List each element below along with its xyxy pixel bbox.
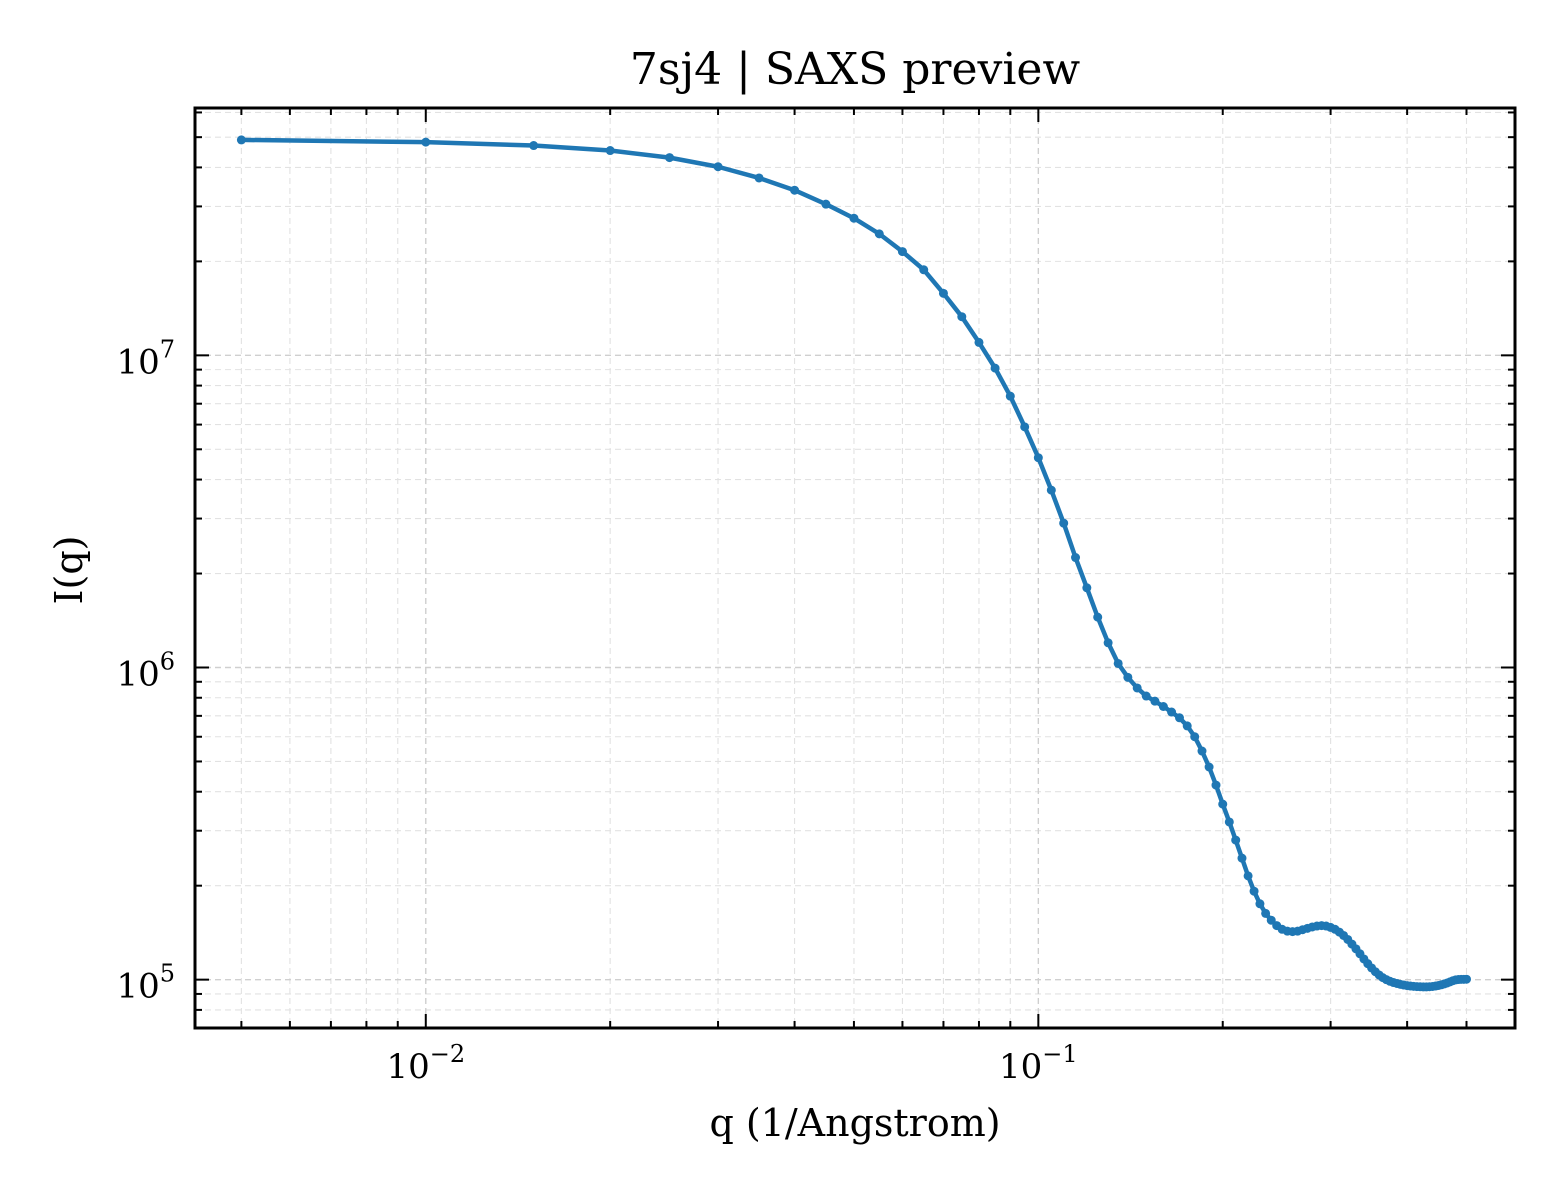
data-point [849, 213, 859, 223]
data-point [1211, 780, 1221, 790]
series-layer [236, 135, 1471, 992]
data-point [1123, 672, 1133, 682]
data-point [1046, 485, 1056, 495]
data-point [1261, 908, 1271, 918]
data-point [1237, 853, 1247, 863]
data-point [938, 288, 948, 298]
data-point [1141, 691, 1151, 701]
data-point [754, 173, 764, 183]
data-point [236, 135, 246, 145]
y-tick-label: 106 [116, 647, 175, 694]
data-point [529, 141, 539, 151]
data-point [1132, 683, 1142, 693]
data-point [1113, 658, 1123, 668]
data-point [1059, 518, 1069, 528]
data-point [1224, 817, 1234, 827]
data-point [1158, 702, 1168, 711]
data-point [897, 247, 907, 257]
data-point [665, 153, 675, 163]
data-point [1150, 696, 1160, 706]
data-point [1218, 799, 1228, 809]
data-point [1005, 391, 1015, 401]
data-point [1204, 762, 1214, 772]
data-point [1231, 835, 1241, 845]
data-point [1103, 638, 1113, 648]
data-point [1197, 746, 1207, 756]
data-point [1190, 732, 1200, 742]
plot-frame [193, 106, 1517, 1030]
data-point [821, 199, 831, 209]
data-point [957, 312, 967, 322]
data-point [919, 265, 929, 275]
data-point [1167, 707, 1177, 717]
x-tick-label: 10−1 [999, 1040, 1078, 1087]
major-grid [195, 108, 1515, 1028]
major-ticks [195, 108, 1515, 1028]
data-point [1243, 871, 1253, 881]
chart-title: 7sj4 | SAXS preview [630, 44, 1081, 95]
minor-ticks [195, 108, 1515, 1029]
data-point [1071, 553, 1081, 563]
x-axis-label: q (1/Angstrom) [709, 1101, 1000, 1145]
y-tick-label: 107 [116, 335, 175, 382]
data-point [1082, 583, 1092, 593]
minor-grid [195, 108, 1515, 1029]
data-point [1182, 721, 1192, 731]
data-point [1093, 612, 1103, 622]
data-point [1249, 886, 1259, 896]
data-point [1020, 422, 1030, 432]
data-point [874, 229, 884, 239]
tick-labels: 10−2 10−1 105 106 107 [116, 335, 1077, 1087]
data-point [605, 146, 615, 156]
y-tick-label: 105 [116, 960, 175, 1007]
data-point [1255, 899, 1265, 909]
x-tick-label: 10−2 [386, 1040, 465, 1087]
data-point [790, 185, 800, 195]
data-point [974, 337, 984, 347]
data-point [713, 162, 723, 172]
data-point [1175, 713, 1184, 723]
data-point [990, 363, 1000, 373]
data-point [421, 137, 431, 147]
data-point [1462, 974, 1471, 984]
y-axis-label: I(q) [47, 536, 91, 605]
data-point [1033, 453, 1043, 463]
